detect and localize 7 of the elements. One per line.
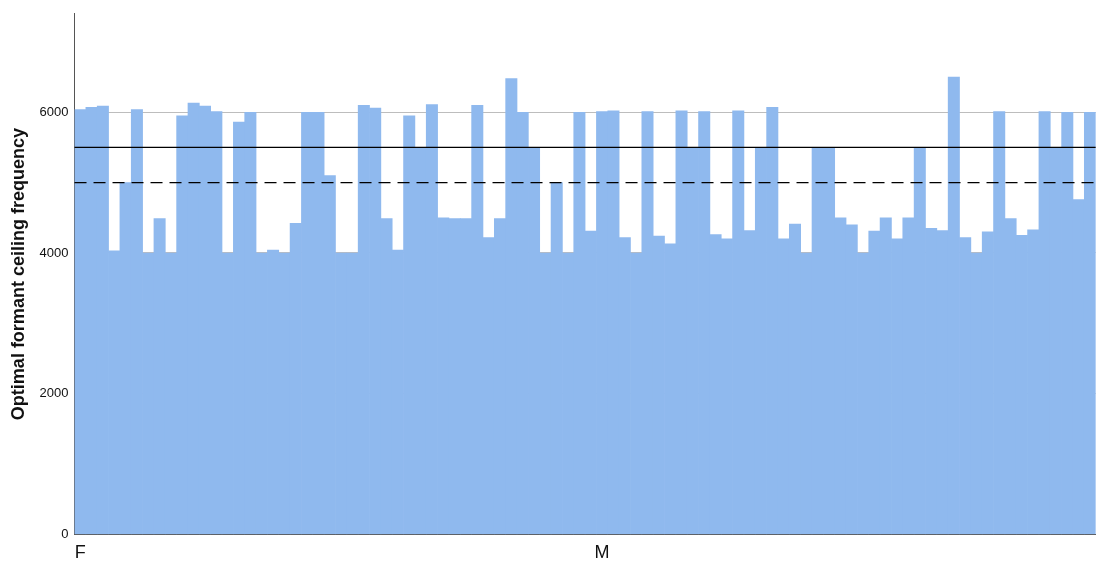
- y-tick-label: 4000: [39, 244, 69, 260]
- y-tick-label: 0: [61, 525, 69, 541]
- y-tick-label: 6000: [39, 103, 69, 119]
- x-tick-label: M: [594, 542, 610, 563]
- y-tick-label: 2000: [39, 385, 69, 401]
- x-tick-label: F: [74, 542, 86, 563]
- y-axis-title: Optimal formant ceiling frequency: [7, 128, 28, 421]
